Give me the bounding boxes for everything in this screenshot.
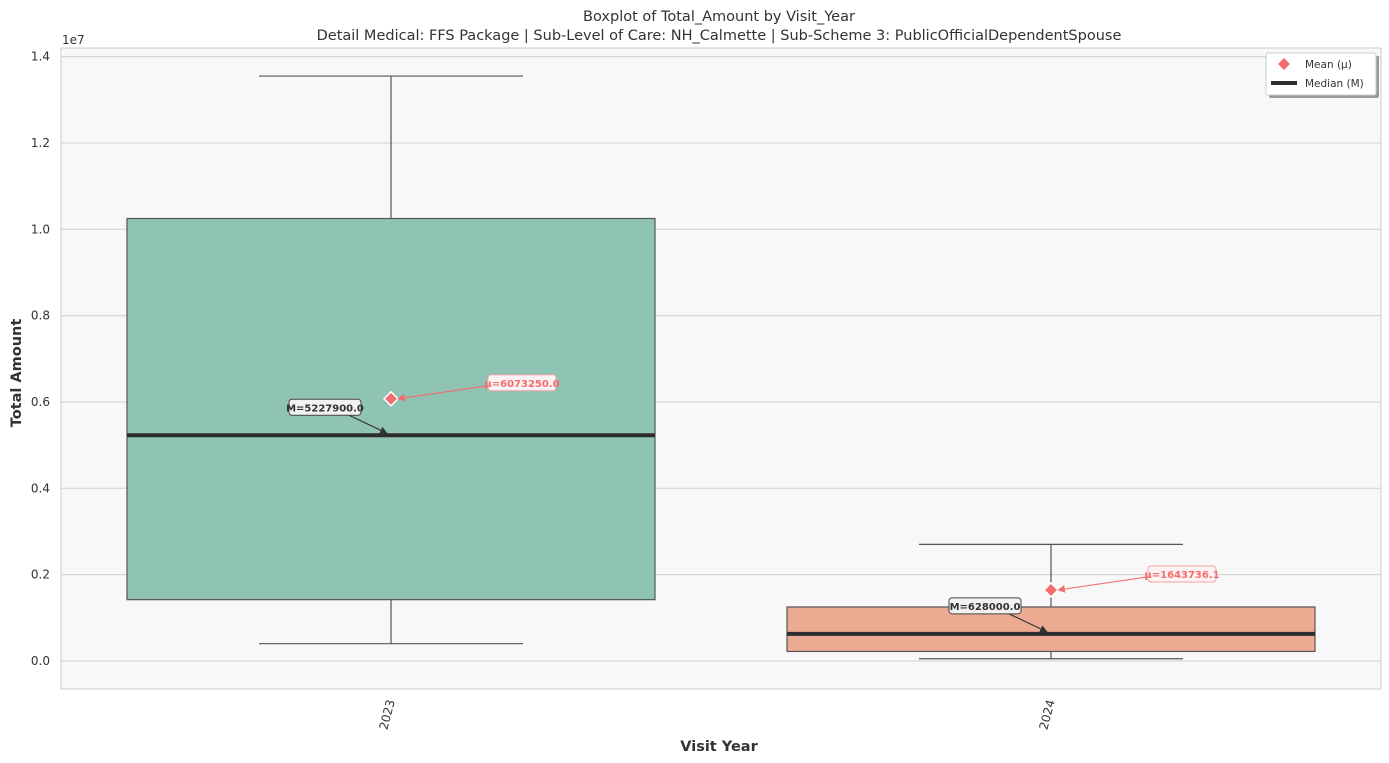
x-tick-label: 2023 [376, 698, 397, 731]
mean-annotation-arrow [397, 385, 488, 402]
plot-area: 0.0 0.2 0.4 0.6 0.8 1.0 1.2 1.4 M=5227900.0 μ=607… [31, 47, 1382, 731]
median-annotation-box [288, 398, 362, 416]
y-tick-label: 0.2 [31, 568, 50, 582]
box-group-2023: M=5227900.0 μ=6073250.0 [126, 75, 656, 645]
mean-annotation-label: μ=6073250.0 [484, 379, 559, 390]
mean-marker [1042, 581, 1060, 599]
median-annotation-arrow [348, 414, 388, 434]
x-axis-label: Visit Year [680, 739, 758, 755]
box-iqr [126, 217, 656, 601]
chart-title: Boxplot of Total_Amount by Visit_Year [583, 9, 855, 25]
x-tick-label: 2024 [1036, 698, 1057, 731]
mean-annotation-label: μ=1643736.1 [1144, 570, 1219, 581]
median-annotation-label: M=5227900.0 [286, 403, 364, 414]
box-iqr [786, 606, 1316, 653]
y-tick-label: 0.4 [31, 481, 50, 495]
y-tick-label: 0.8 [31, 309, 50, 323]
legend-median-label: Median (M) [1305, 78, 1364, 90]
mean-annotation-arrow [1057, 576, 1148, 593]
legend: Mean (μ) Median (M) [1265, 52, 1379, 98]
legend-mean-label: Mean (μ) [1305, 59, 1352, 71]
y-tick-label: 1.0 [31, 222, 50, 236]
mean-marker [382, 390, 400, 407]
legend-mean-swatch [1278, 58, 1290, 70]
y-tick-label: 0.0 [31, 654, 50, 668]
median-annotation-box [948, 597, 1022, 615]
median-annotation-label: M=628000.0 [950, 602, 1021, 613]
y-tick-label: 0.6 [31, 395, 50, 409]
y-tick-label: 1.2 [31, 136, 50, 150]
chart-subtitle: Detail Medical: FFS Package | Sub-Level … [317, 28, 1122, 44]
median-annotation-arrow [1008, 613, 1048, 633]
y-tick-label: 1.4 [31, 50, 50, 64]
y-offset-label: 1e7 [62, 33, 85, 47]
box-group-2024: M=628000.0 μ=1643736.1 [786, 543, 1316, 660]
y-axis-label: Total Amount [9, 319, 25, 428]
mean-annotation-box [1147, 565, 1217, 583]
mean-annotation-box [487, 374, 557, 392]
